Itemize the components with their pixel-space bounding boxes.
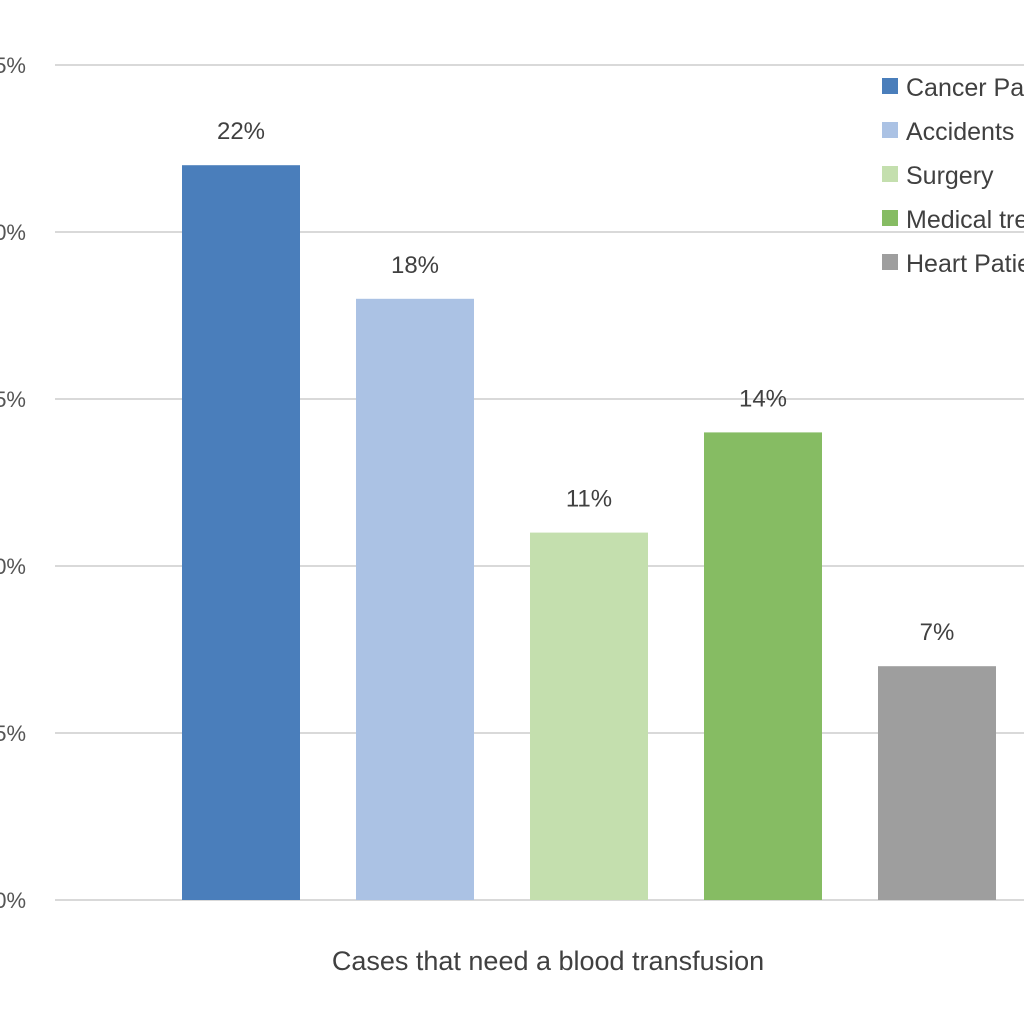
bar-1 [182, 165, 300, 900]
bar-3 [530, 532, 648, 900]
legend-swatch [882, 166, 898, 182]
x-axis-title: Cases that need a blood transfusion [332, 946, 764, 976]
data-label: 11% [566, 486, 612, 513]
y-tick-label: 25% [0, 53, 26, 78]
legend-entry: Heart Patients [906, 250, 1024, 278]
legend-entry: Medical treatments [906, 206, 1024, 234]
legend-swatch [882, 78, 898, 94]
legend: Cancer Patients Accidents Surgery Medical t… [882, 74, 1024, 278]
data-label: 18% [391, 252, 439, 279]
legend-swatch [882, 210, 898, 226]
bar-5 [878, 666, 996, 900]
bars [182, 165, 996, 900]
y-tick-label: 0% [0, 888, 26, 913]
legend-swatch [882, 122, 898, 138]
y-axis-tick-labels: 0% 5% 10% 15% 20% 25% [0, 53, 26, 913]
data-label: 7% [920, 619, 955, 646]
y-tick-label: 5% [0, 721, 26, 746]
data-labels: 22% 18% 11% 14% 7% [217, 118, 954, 646]
bar-2 [356, 298, 474, 900]
y-tick-label: 10% [0, 554, 26, 579]
data-label: 14% [739, 385, 787, 412]
legend-entry: Surgery [906, 162, 994, 190]
data-label: 22% [217, 118, 265, 145]
legend-entry: Accidents [906, 118, 1014, 146]
legend-swatch [882, 254, 898, 270]
y-tick-label: 20% [0, 220, 26, 245]
legend-entry: Cancer Patients [906, 74, 1024, 102]
bar-4 [704, 432, 822, 900]
y-tick-label: 15% [0, 387, 26, 412]
